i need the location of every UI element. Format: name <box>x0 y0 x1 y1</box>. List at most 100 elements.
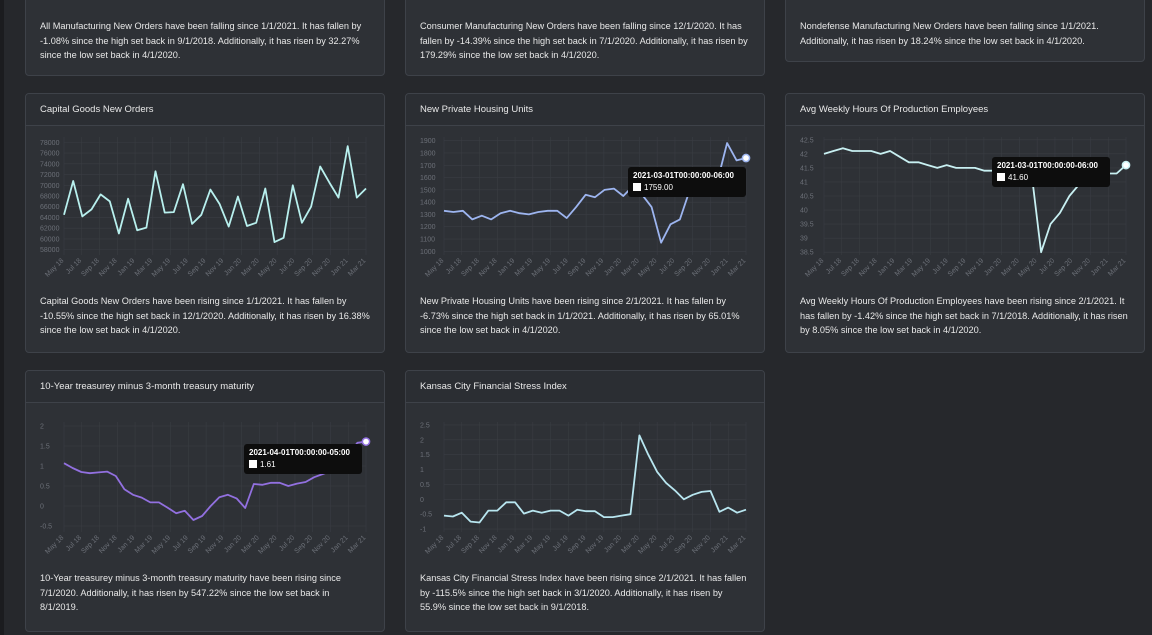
x-tick-label: May 19 <box>531 257 552 278</box>
y-tick-label: 1 <box>40 464 44 471</box>
chart-tooltip: 2021-03-01T00:00:00-06:00 41.60 <box>992 157 1110 187</box>
y-tick-label: 42 <box>800 151 808 158</box>
x-tick-label: May 18 <box>44 534 65 555</box>
y-tick-label: 1600 <box>420 175 436 182</box>
x-tick-label: Nov 20 <box>311 257 332 278</box>
y-tick-label: 41.5 <box>800 165 814 172</box>
y-tick-label: 76000 <box>40 151 60 158</box>
y-tick-label: 1100 <box>420 237 435 244</box>
x-tick-label: Nov 19 <box>205 534 226 555</box>
y-tick-label: 2 <box>420 437 424 444</box>
card-title: Avg Weekly Hours Of Production Employees <box>786 94 1144 126</box>
y-tick-label: 40 <box>800 208 808 215</box>
series-line <box>823 147 1127 254</box>
y-tick-label: 0 <box>420 497 424 504</box>
x-tick-label: Nov 20 <box>691 534 712 555</box>
tooltip-swatch <box>997 173 1005 181</box>
x-tick-label: May 18 <box>424 534 445 555</box>
x-tick-label: Sep 19 <box>567 257 588 278</box>
card-financial-stress: Kansas City Financial Stress Index -1 -0.… <box>405 370 765 632</box>
x-tick-label: Sep 19 <box>187 534 208 555</box>
y-tick-label: 0 <box>40 504 44 511</box>
grid <box>443 422 747 532</box>
card-title: Capital Goods New Orders <box>26 94 384 126</box>
y-tick-label: 1 <box>420 467 424 474</box>
y-tick-label: -1 <box>420 527 426 534</box>
x-tick-label: Nov 19 <box>965 257 986 278</box>
series-line <box>63 145 367 243</box>
hover-point[interactable] <box>1121 160 1131 170</box>
y-tick-label: 66000 <box>40 204 60 211</box>
card-description: 10-Year treasurey minus 3-month treasury… <box>40 573 341 613</box>
x-tick-label: Jan 21 <box>1090 257 1110 277</box>
tooltip-date: 2021-04-01T00:00:00-05:00 <box>249 448 351 457</box>
y-tick-label: 42.5 <box>800 137 814 144</box>
card-title: 10-Year treasurey minus 3-month treasury… <box>26 371 384 403</box>
card-consumer-manufacturing: Consumer Manufacturing New Orders have b… <box>405 0 765 76</box>
x-tick-label: Nov 20 <box>1071 257 1092 278</box>
x-tick-label: Jan 20 <box>603 534 623 554</box>
y-tick-label: 1900 <box>420 138 436 145</box>
x-tick-label: Nov 19 <box>585 257 606 278</box>
grid <box>443 137 747 255</box>
x-tick-label: May 19 <box>911 257 932 278</box>
card-treasury-spread: 10-Year treasurey minus 3-month treasury… <box>25 370 385 632</box>
x-tick-label: Nov 18 <box>98 257 119 278</box>
x-tick-label: May 19 <box>151 257 172 278</box>
y-tick-label: 38.5 <box>800 250 814 257</box>
y-tick-label: -0.5 <box>40 524 52 531</box>
x-tick-label: Sep 19 <box>947 257 968 278</box>
x-tick-label: Sep 18 <box>80 257 101 278</box>
x-tick-label: Jan 19 <box>877 257 897 277</box>
x-tick-label: May 20 <box>637 257 658 278</box>
y-tick-label: 40.5 <box>800 194 814 201</box>
tooltip-value: 1.61 <box>260 460 276 469</box>
hover-point[interactable] <box>361 437 371 446</box>
y-tick-label: 41 <box>800 179 808 186</box>
x-tick-label: May 18 <box>804 257 825 278</box>
left-sidebar-edge <box>0 0 4 635</box>
hover-point[interactable] <box>741 153 751 163</box>
y-tick-label: 62000 <box>40 226 60 233</box>
tooltip-date: 2021-03-01T00:00:00-06:00 <box>997 161 1099 170</box>
x-tick-label: Sep 20 <box>293 534 314 555</box>
y-tick-label: 60000 <box>40 236 60 243</box>
housing-units-chart[interactable]: 1000 1100 1200 1300 1400 1500 1600 1700 1800 1900… <box>416 127 756 287</box>
y-tick-label: 2 <box>40 424 44 431</box>
x-tick-label: May 19 <box>151 534 172 555</box>
y-tick-label: 1.5 <box>420 452 430 459</box>
y-tick-label: -0.5 <box>420 512 432 519</box>
grid <box>823 137 1127 255</box>
y-tick-label: 78000 <box>40 140 60 147</box>
x-tick-label: Nov 18 <box>478 257 499 278</box>
x-tick-label: Nov 19 <box>585 534 606 555</box>
x-tick-label: Nov 18 <box>478 534 499 555</box>
x-tick-label: Sep 18 <box>80 534 101 555</box>
capital-goods-chart[interactable]: 58000 60000 62000 64000 66000 68000 70000 72000… <box>36 127 376 287</box>
y-tick-label: 39.5 <box>800 222 814 229</box>
grid <box>63 422 367 532</box>
y-tick-label: 74000 <box>40 161 60 168</box>
x-tick-label: Jan 20 <box>983 257 1003 277</box>
x-tick-label: Nov 20 <box>691 257 712 278</box>
x-tick-label: Mar 21 <box>347 534 367 554</box>
x-tick-label: Nov 18 <box>858 257 879 278</box>
x-tick-label: Sep 20 <box>673 257 694 278</box>
card-avg-weekly-hours: Avg Weekly Hours Of Production Employees… <box>785 93 1145 353</box>
y-tick-label: 1800 <box>420 150 436 157</box>
x-tick-label: Mar 21 <box>347 257 367 277</box>
y-tick-label: 1400 <box>420 200 436 207</box>
tooltip-value: 1759.00 <box>644 183 673 192</box>
chart-tooltip: 2021-03-01T00:00:00-06:00 1759.00 <box>628 167 746 197</box>
x-tick-label: Nov 18 <box>98 534 119 555</box>
y-tick-label: 58000 <box>40 247 60 254</box>
y-tick-label: 64000 <box>40 215 60 222</box>
y-tick-label: 72000 <box>40 172 60 179</box>
x-tick-label: Jan 21 <box>710 534 730 554</box>
y-tick-label: 68000 <box>40 194 60 201</box>
y-tick-label: 1500 <box>420 187 436 194</box>
y-tick-label: 1.5 <box>40 444 50 451</box>
